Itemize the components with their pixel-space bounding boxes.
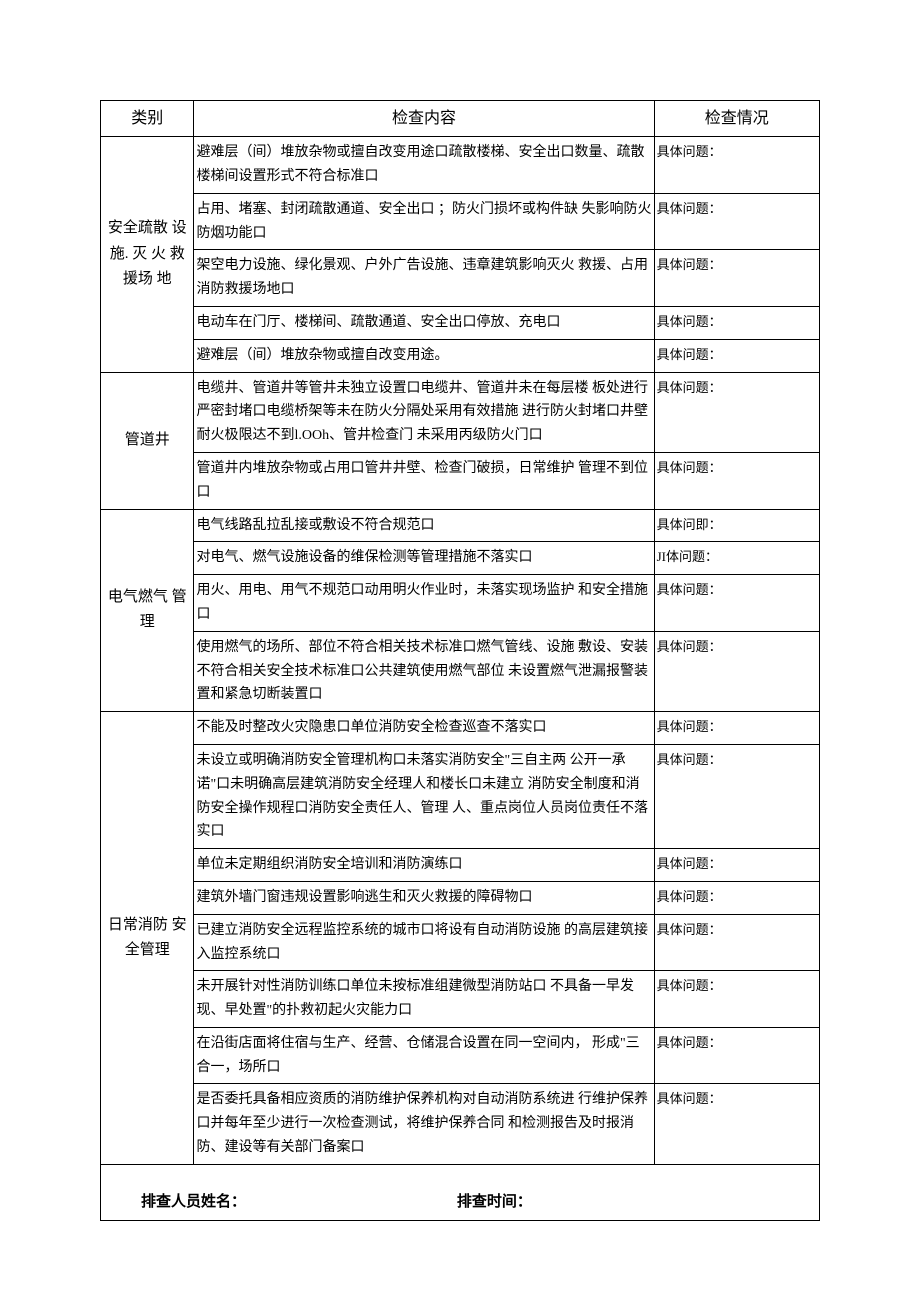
table-row: 是否委托具备相应资质的消防维护保养机构对自动消防系统进 行维护保养口并每年至少进… <box>101 1084 820 1164</box>
table-row: 未设立或明确消防安全管理机构口未落实消防安全"三自主两 公开一承诺"口未明确高层… <box>101 744 820 848</box>
header-status: 检查情况 <box>654 101 819 137</box>
content-cell: 避难层（间）堆放杂物或擅自改变用途。 <box>194 339 654 372</box>
table-row: 管道井内堆放杂物或占用口管井井壁、检查门破损，日常维护 管理不到位口具体问题： <box>101 452 820 509</box>
status-cell: 具体问题： <box>654 1027 819 1084</box>
content-cell: 未设立或明确消防安全管理机构口未落实消防安全"三自主两 公开一承诺"口未明确高层… <box>194 744 654 848</box>
status-cell: 具体问即： <box>654 509 819 542</box>
inspection-time-label: 排查时间： <box>457 1190 532 1216</box>
inspection-table: 类别 检查内容 检查情况 安全疏散 设施. 灭 火 救援场 地避难层（间）堆放杂… <box>100 100 820 1221</box>
category-cell: 安全疏散 设施. 灭 火 救援场 地 <box>101 137 194 372</box>
category-cell: 管道井 <box>101 372 194 509</box>
content-cell: 对电气、燃气设施设备的维保检测等管理措施不落实口 <box>194 542 654 575</box>
status-cell: 具体问题： <box>654 971 819 1028</box>
header-content: 检查内容 <box>194 101 654 137</box>
status-cell: 具体问题： <box>654 849 819 882</box>
table-row: 架空电力设施、绿化景观、户外广告设施、违章建筑影响灭火 救援、占用消防救援场地口… <box>101 250 820 307</box>
table-row: 电动车在门厅、楼梯间、疏散通道、安全出口停放、充电口具体问题： <box>101 306 820 339</box>
content-cell: 建筑外墙门窗违规设置影响逃生和灭火救援的障碍物口 <box>194 881 654 914</box>
table-row: 未开展针对性消防训练口单位未按标准组建微型消防站口 不具备一早发现、早处置"的扑… <box>101 971 820 1028</box>
table-row: 管道井电缆井、管道井等管井未独立设置口电缆井、管道井未在每层楼 板处进行严密封堵… <box>101 372 820 452</box>
content-cell: 未开展针对性消防训练口单位未按标准组建微型消防站口 不具备一早发现、早处置"的扑… <box>194 971 654 1028</box>
footer-row: 排查人员姓名：排查时间： <box>101 1182 820 1220</box>
status-cell: 具体问题： <box>654 137 819 194</box>
table-row: 在沿街店面将住宿与生产、经营、仓储混合设置在同一空间内， 形成"三合一，场所口具… <box>101 1027 820 1084</box>
status-cell: 具体问题： <box>654 372 819 452</box>
status-cell: 具体问题： <box>654 339 819 372</box>
status-cell: 具体问题： <box>654 575 819 632</box>
category-cell: 日常消防 安全管理 <box>101 712 194 1165</box>
table-row: 已建立消防安全远程监控系统的城市口将设有自动消防设施 的高层建筑接入监控系统口具… <box>101 914 820 971</box>
table-row: 占用、堵塞、封闭疏散通道、安全出口 ；防火门损坏或构件缺 失影响防火防烟功能口具… <box>101 193 820 250</box>
status-cell: 具体问题： <box>654 744 819 848</box>
content-cell: 占用、堵塞、封闭疏散通道、安全出口 ；防火门损坏或构件缺 失影响防火防烟功能口 <box>194 193 654 250</box>
spacer-row <box>101 1164 820 1182</box>
table-row: 使用燃气的场所、部位不符合相关技术标准口燃气管线、设施 敷设、安装不符合相关安全… <box>101 631 820 711</box>
status-cell: 具体问题： <box>654 914 819 971</box>
content-cell: 架空电力设施、绿化景观、户外广告设施、违章建筑影响灭火 救援、占用消防救援场地口 <box>194 250 654 307</box>
table-row: 日常消防 安全管理不能及时整改火灾隐患口单位消防安全检查巡查不落实口具体问题： <box>101 712 820 745</box>
content-cell: 管道井内堆放杂物或占用口管井井壁、检查门破损，日常维护 管理不到位口 <box>194 452 654 509</box>
content-cell: 已建立消防安全远程监控系统的城市口将设有自动消防设施 的高层建筑接入监控系统口 <box>194 914 654 971</box>
content-cell: 电气线路乱拉乱接或敷设不符合规范口 <box>194 509 654 542</box>
content-cell: 单位未定期组织消防安全培训和消防演练口 <box>194 849 654 882</box>
status-cell: 具体问题： <box>654 193 819 250</box>
header-row: 类别 检查内容 检查情况 <box>101 101 820 137</box>
header-category: 类别 <box>101 101 194 137</box>
content-cell: 在沿街店面将住宿与生产、经营、仓储混合设置在同一空间内， 形成"三合一，场所口 <box>194 1027 654 1084</box>
status-cell: 具体问题： <box>654 306 819 339</box>
status-cell: 具体问题： <box>654 250 819 307</box>
content-cell: 不能及时整改火灾隐患口单位消防安全检查巡查不落实口 <box>194 712 654 745</box>
content-cell: 使用燃气的场所、部位不符合相关技术标准口燃气管线、设施 敷设、安装不符合相关安全… <box>194 631 654 711</box>
status-cell: 具体问题： <box>654 712 819 745</box>
table-row: 建筑外墙门窗违规设置影响逃生和灭火救援的障碍物口具体问题： <box>101 881 820 914</box>
status-cell: 具体问题： <box>654 881 819 914</box>
status-cell: JI体问题： <box>654 542 819 575</box>
status-cell: 具体问题： <box>654 1084 819 1164</box>
table-row: 避难层（间）堆放杂物或擅自改变用途。具体问题： <box>101 339 820 372</box>
inspector-name-label: 排查人员姓名： <box>141 1190 457 1216</box>
table-row: 对电气、燃气设施设备的维保检测等管理措施不落实口JI体问题： <box>101 542 820 575</box>
content-cell: 电缆井、管道井等管井未独立设置口电缆井、管道井未在每层楼 板处进行严密封堵口电缆… <box>194 372 654 452</box>
category-cell: 电气燃气 管理 <box>101 509 194 712</box>
table-row: 单位未定期组织消防安全培训和消防演练口具体问题： <box>101 849 820 882</box>
table-row: 安全疏散 设施. 灭 火 救援场 地避难层（间）堆放杂物或擅自改变用途口疏散楼梯… <box>101 137 820 194</box>
status-cell: 具体问题： <box>654 631 819 711</box>
content-cell: 避难层（间）堆放杂物或擅自改变用途口疏散楼梯、安全出口数量、疏散楼梯间设置形式不… <box>194 137 654 194</box>
content-cell: 电动车在门厅、楼梯间、疏散通道、安全出口停放、充电口 <box>194 306 654 339</box>
status-cell: 具体问题： <box>654 452 819 509</box>
table-row: 用火、用电、用气不规范口动用明火作业时，未落实现场监护 和安全措施口具体问题： <box>101 575 820 632</box>
table-row: 电气燃气 管理电气线路乱拉乱接或敷设不符合规范口具体问即： <box>101 509 820 542</box>
content-cell: 是否委托具备相应资质的消防维护保养机构对自动消防系统进 行维护保养口并每年至少进… <box>194 1084 654 1164</box>
content-cell: 用火、用电、用气不规范口动用明火作业时，未落实现场监护 和安全措施口 <box>194 575 654 632</box>
